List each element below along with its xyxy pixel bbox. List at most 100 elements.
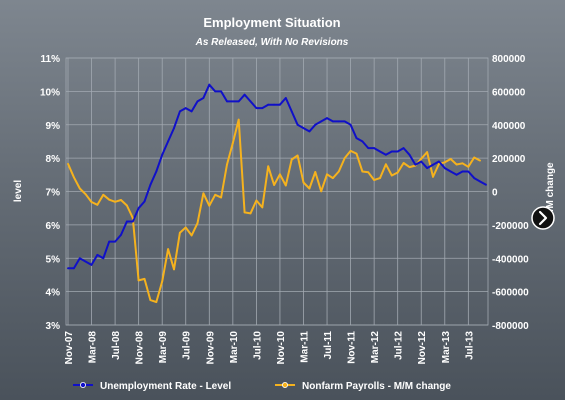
x-tick-label: Jul-09 [182, 331, 193, 360]
data-point-payrolls [73, 176, 75, 179]
series-lines [67, 83, 487, 304]
data-point-payrolls [402, 162, 405, 164]
data-point-unemployment [226, 100, 228, 103]
data-point-payrolls [267, 165, 270, 168]
data-point-unemployment [308, 130, 311, 133]
data-point-unemployment [290, 110, 293, 113]
data-point-payrolls [120, 199, 122, 201]
data-point-payrolls [326, 173, 328, 176]
data-point-payrolls [108, 198, 111, 201]
data-point-payrolls [408, 166, 411, 169]
data-point-payrolls [131, 217, 134, 219]
x-tick-label: Nov-08 [135, 331, 146, 365]
data-point-payrolls [143, 278, 146, 280]
data-point-payrolls [449, 158, 452, 160]
data-point-unemployment [479, 180, 481, 183]
data-point-unemployment [396, 150, 399, 153]
data-point-payrolls [420, 157, 423, 160]
data-point-unemployment [455, 173, 458, 176]
data-point-payrolls [173, 268, 175, 271]
x-tick-label: Nov-09 [205, 331, 216, 365]
data-point-payrolls [438, 163, 440, 165]
y-tick-label-right: 400000 [492, 121, 526, 132]
next-button[interactable] [531, 206, 555, 230]
y-tick-label-left: 9% [46, 121, 61, 132]
data-point-payrolls [279, 173, 281, 176]
data-point-unemployment [67, 267, 69, 270]
legend-item-unemployment[interactable]: Unemployment Rate - Level [73, 381, 231, 392]
data-point-unemployment [108, 240, 111, 243]
x-tick-label: Mar-11 [299, 331, 310, 363]
x-tick-label: Jul-12 [394, 331, 405, 360]
data-point-unemployment [96, 254, 99, 256]
data-point-unemployment [279, 103, 281, 106]
y-tick-label-left: 11% [41, 54, 61, 65]
data-point-payrolls [343, 157, 346, 160]
y-tick-label-left: 7% [46, 188, 61, 199]
data-point-unemployment [461, 170, 464, 173]
x-tick-label: Jul-08 [111, 331, 122, 360]
data-point-unemployment [196, 100, 199, 103]
data-point-unemployment [220, 90, 223, 93]
y-tick-label-left: 10% [40, 87, 60, 98]
data-point-payrolls [290, 158, 293, 161]
data-point-payrolls [190, 234, 193, 237]
data-point-unemployment [126, 220, 128, 223]
x-tick-label: Nov-07 [64, 331, 75, 365]
data-point-unemployment [426, 167, 428, 170]
data-point-unemployment [202, 97, 205, 99]
data-point-payrolls [337, 170, 340, 173]
data-point-unemployment [190, 110, 193, 113]
data-point-payrolls [349, 150, 352, 152]
data-point-payrolls [273, 184, 275, 186]
data-point-unemployment [267, 103, 270, 106]
data-point-payrolls [461, 162, 464, 165]
legend-marker-payrolls [281, 381, 288, 388]
data-point-unemployment [390, 150, 393, 153]
data-point-unemployment [420, 160, 423, 163]
data-point-unemployment [131, 220, 134, 223]
legend-item-payrolls[interactable]: Nonfarm Payrolls - M/M change [275, 381, 451, 392]
x-tick-label: Nov-12 [417, 331, 428, 365]
data-point-unemployment [137, 207, 140, 210]
data-point-payrolls [237, 118, 240, 121]
data-point-payrolls [149, 299, 152, 301]
x-tick-label: Mar-10 [229, 331, 240, 364]
data-point-unemployment [284, 97, 287, 99]
legend-label-unemployment: Unemployment Rate - Level [100, 381, 231, 392]
data-point-payrolls [332, 177, 334, 180]
y-axis-label-left: level [13, 180, 24, 202]
grid [65, 57, 489, 326]
y-tick-label-right: 600000 [492, 87, 526, 98]
data-point-unemployment [402, 147, 405, 150]
data-point-payrolls [179, 231, 181, 234]
data-point-payrolls [78, 187, 81, 190]
data-point-unemployment [414, 163, 417, 166]
data-point-payrolls [379, 177, 381, 180]
data-point-payrolls [367, 171, 370, 174]
data-point-payrolls [155, 301, 158, 303]
data-point-payrolls [67, 162, 69, 165]
data-point-payrolls [390, 174, 393, 177]
data-point-payrolls [284, 184, 287, 187]
legend-label-payrolls: Nonfarm Payrolls - M/M change [302, 381, 451, 392]
y-tick-label-left: 4% [46, 288, 61, 299]
data-point-unemployment [184, 107, 187, 109]
data-point-payrolls [167, 248, 170, 251]
data-point-payrolls [473, 156, 476, 159]
data-point-unemployment [155, 170, 158, 173]
data-point-unemployment [249, 100, 252, 103]
data-point-unemployment [467, 170, 470, 173]
data-point-payrolls [249, 212, 252, 215]
data-point-payrolls [467, 165, 470, 168]
plot-area-border [65, 57, 489, 326]
data-point-unemployment [379, 150, 381, 153]
data-point-payrolls [361, 170, 364, 173]
data-point-payrolls [202, 192, 205, 195]
data-point-payrolls [96, 203, 99, 206]
data-point-payrolls [184, 226, 187, 229]
data-point-payrolls [479, 159, 481, 162]
x-tick-label: Jul-13 [464, 331, 475, 360]
data-point-unemployment [231, 100, 234, 103]
